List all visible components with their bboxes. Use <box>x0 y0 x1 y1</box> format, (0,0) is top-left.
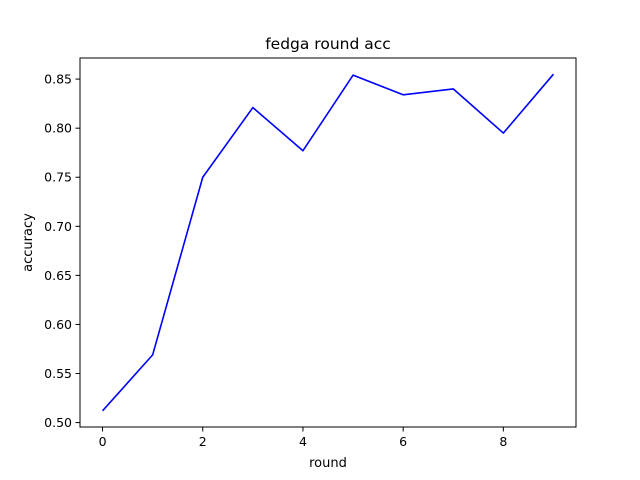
plot-frame <box>79 57 577 428</box>
x-tick-label: 2 <box>199 434 207 449</box>
series-layer <box>101 73 555 412</box>
x-tick-label: 8 <box>499 434 507 449</box>
y-tick-label: 0.50 <box>44 415 72 430</box>
y-axis-ticks: 0.50 0.55 0.60 0.65 0.70 0.75 0.80 0.85 <box>44 72 80 430</box>
y-tick-label: 0.85 <box>44 72 72 87</box>
y-tick-label: 0.75 <box>44 170 72 185</box>
y-tick-label: 0.65 <box>44 268 72 283</box>
x-tick-label: 0 <box>99 434 107 449</box>
y-tick-label: 0.80 <box>44 121 72 136</box>
x-tick-label: 4 <box>299 434 307 449</box>
x-tick-label: 6 <box>399 434 407 449</box>
x-axis-ticks: 0 2 4 6 8 <box>99 427 507 449</box>
chart-title: fedga round acc <box>265 35 391 53</box>
y-tick-label: 0.70 <box>44 219 72 234</box>
y-axis-label: accuracy <box>21 213 36 272</box>
y-tick-label: 0.55 <box>44 366 72 381</box>
x-axis-label: round <box>309 456 347 471</box>
y-tick-label: 0.60 <box>44 317 72 332</box>
series-line <box>101 73 555 412</box>
